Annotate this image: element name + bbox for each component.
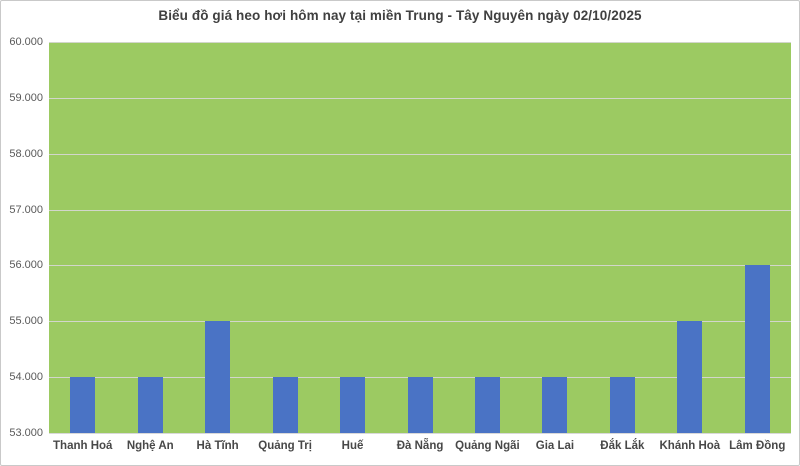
chart-title: Biểu đồ giá heo hơi hôm nay tại miền Tru… (158, 8, 642, 23)
x-tick-label: Gia Lai (535, 440, 575, 452)
bar (542, 377, 568, 433)
gridline (49, 321, 791, 322)
bar (609, 377, 635, 433)
y-tick-label: 58.000 (9, 147, 43, 160)
x-tick-label: Nghệ An (126, 440, 174, 452)
gridline (49, 98, 791, 99)
y-tick-label: 56.000 (9, 259, 43, 272)
gridline (49, 42, 791, 43)
y-tick-label: 54.000 (9, 371, 43, 384)
x-tick-label: Đà Nẵng (396, 440, 444, 452)
x-tick-label: Quảng Trị (258, 440, 312, 452)
gridline (49, 154, 791, 155)
bar (137, 377, 163, 433)
x-tick-label: Hà Tĩnh (196, 440, 239, 452)
x-tick-label: Huế (341, 440, 364, 452)
gridline (49, 265, 791, 266)
x-tick-label: Khánh Hoà (659, 440, 721, 452)
x-tick-label: Lâm Đồng (729, 440, 786, 452)
y-tick-label: 60.000 (9, 36, 43, 48)
y-tick-label: 53.000 (9, 427, 43, 439)
bar (340, 377, 365, 433)
gridline (49, 433, 791, 434)
gridline (49, 210, 791, 211)
x-tick-label: Đắk Lắk (600, 440, 645, 452)
y-tick-label: 55.000 (9, 315, 43, 328)
bar (677, 321, 703, 433)
bar (744, 265, 770, 433)
bar (475, 377, 500, 433)
bar (272, 377, 298, 433)
x-tick-label: Thanh Hoá (53, 440, 113, 452)
x-tick-label: Quảng Ngãi (455, 440, 520, 452)
bar (407, 377, 433, 433)
y-tick-label: 59.000 (9, 91, 43, 104)
bar (70, 377, 96, 433)
bar (205, 321, 231, 433)
y-tick-label: 57.000 (9, 203, 43, 216)
plot-area (49, 42, 791, 434)
